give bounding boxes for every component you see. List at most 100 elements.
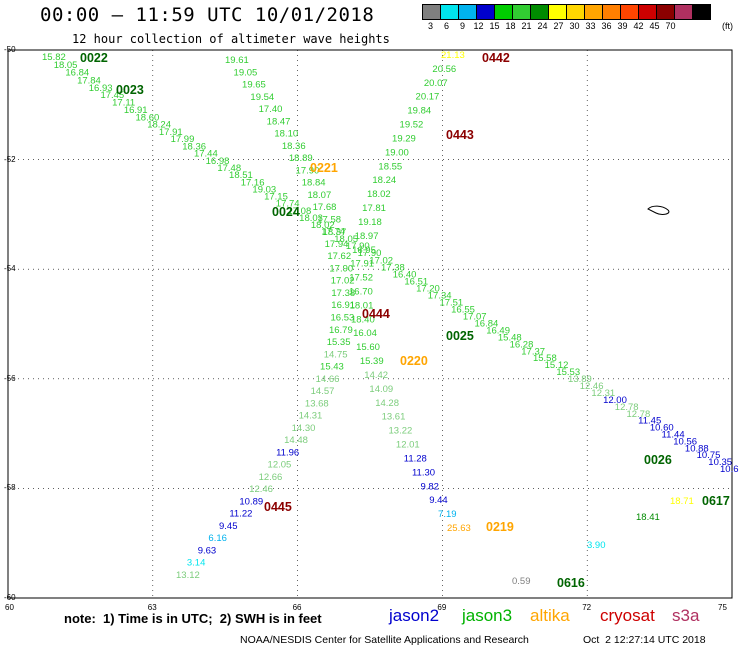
wave-height-value: 17.07 — [463, 311, 487, 322]
wave-height-value: 19.05 — [234, 67, 258, 78]
latitude-label: -54 — [4, 264, 16, 274]
track-values: 15.8218.0516.8417.8416.9317.4517.1116.91… — [42, 50, 739, 587]
wave-height-value: 13.89 — [568, 374, 592, 385]
color-swatch-label: 27 — [553, 21, 564, 31]
wave-height-value: 14.31 — [299, 411, 323, 422]
wave-height-value: 3.90 — [587, 540, 606, 551]
wave-height-value: 18.60 — [136, 112, 160, 123]
pass-time-label: 0024 — [272, 205, 300, 219]
wave-height-value: 20.56 — [432, 64, 456, 75]
color-swatch-label: 24 — [537, 21, 548, 31]
wave-height-value: 17.38 — [331, 288, 355, 299]
wave-height-value: 17.84 — [77, 75, 101, 86]
wave-height-value: 15.48 — [498, 332, 522, 343]
color-swatch-label: 70 — [665, 21, 676, 31]
wave-height-value: 16.91 — [124, 105, 148, 116]
wave-height-value: 16.93 — [89, 83, 113, 94]
generated-timestamp: Oct 2 12:27:14 UTC 2018 — [583, 634, 706, 646]
pass-time-label: 0023 — [116, 83, 144, 97]
wave-height-value: 12.00 — [603, 395, 627, 406]
wave-height-value: 3.14 — [187, 558, 206, 569]
legend-entry: jason2 — [389, 606, 440, 625]
wave-height-value: 16.04 — [353, 328, 377, 339]
wave-height-value: 19.29 — [392, 133, 416, 144]
wave-height-value: 18.97 — [355, 231, 379, 242]
wave-height-value: 17.99 — [171, 134, 195, 145]
wave-height-value: 14.75 — [324, 349, 348, 360]
latitude-label: -58 — [4, 483, 16, 493]
color-scale-unit: (ft) — [722, 21, 733, 31]
graticule — [8, 50, 732, 598]
credit-line: NOAA/NESDIS Center for Satellite Applica… — [240, 634, 529, 646]
wave-height-value: 18.55 — [378, 161, 402, 172]
pass-time-label: 0025 — [446, 329, 474, 343]
wave-height-value: 16.98 — [206, 156, 230, 167]
wave-height-value: 18.71 — [670, 496, 694, 507]
wave-height-value: 17.90 — [358, 248, 382, 259]
wave-height-value: 20.17 — [416, 92, 440, 103]
wave-height-value: 16.53 — [331, 313, 355, 324]
wave-height-value: 10.6 — [720, 464, 739, 475]
wave-height-value: 18.41 — [636, 512, 660, 523]
wave-height-value: 10.89 — [239, 496, 263, 507]
pass-time-label: 0616 — [557, 576, 585, 590]
wave-height-value: 16.28 — [510, 339, 534, 350]
color-swatch-label: 12 — [473, 21, 484, 31]
wave-height-value: 14.57 — [311, 386, 335, 397]
wave-height-value: 15.35 — [327, 337, 351, 348]
wave-height-value: 18.02 — [311, 220, 335, 231]
wave-height-value: 19.54 — [250, 92, 274, 103]
longitude-label: 75 — [718, 603, 727, 612]
wave-height-value: 15.53 — [556, 367, 580, 378]
wave-height-value: 16.79 — [329, 325, 353, 336]
wave-height-value: 18.05 — [54, 60, 78, 71]
pass-time-label: 0444 — [362, 307, 390, 321]
wave-height-value: 17.58 — [317, 214, 341, 225]
wave-height-value: 13.61 — [382, 412, 406, 423]
wave-height-value: 9.45 — [219, 521, 238, 532]
wave-height-value: 11.30 — [412, 467, 435, 478]
color-swatch-label: 21 — [521, 21, 532, 31]
wave-height-value: 12.31 — [591, 388, 615, 399]
wave-height-value: 13.22 — [389, 426, 413, 437]
wave-height-value: 17.68 — [313, 202, 337, 213]
latitude-label: -56 — [4, 373, 16, 383]
wave-height-value: 12.78 — [626, 409, 650, 420]
track-labels: 0022 0023 0024 0025 0026 0221 0220 0219 0442 0443… — [80, 51, 730, 590]
wave-height-value: 16.95 — [352, 245, 376, 256]
wave-height-value: 14.48 — [284, 435, 308, 446]
color-swatch-label: 45 — [649, 21, 660, 31]
wave-height-value: 17.34 — [428, 290, 452, 301]
wave-height-value: 18.02 — [367, 189, 391, 200]
latitude-label: -52 — [4, 154, 16, 164]
pass-time-label: 0221 — [310, 161, 338, 175]
wave-height-value: 18.03 — [299, 213, 323, 224]
wave-height-value: 17.52 — [349, 273, 373, 284]
longitude-label: 60 — [5, 603, 14, 612]
color-swatch-label: 33 — [585, 21, 596, 31]
wave-height-value: 19.18 — [358, 217, 382, 228]
wave-height-value: 19.00 — [385, 147, 409, 158]
wave-height-value: 18.01 — [350, 300, 374, 311]
pass-time-label: 0220 — [400, 354, 428, 368]
wave-height-value: 12.05 — [268, 460, 292, 471]
wave-height-value: 9.82 — [420, 481, 439, 492]
wave-height-value: 15.60 — [356, 342, 380, 353]
wave-height-value: 19.52 — [400, 120, 424, 131]
wave-height-value: 11.22 — [229, 509, 252, 520]
longitude-label: 69 — [437, 603, 447, 612]
wave-height-value: 18.24 — [372, 175, 396, 186]
wave-height-value: 0.59 — [512, 576, 531, 587]
pass-time-label: 0442 — [482, 51, 510, 65]
wave-height-value: 17.44 — [194, 149, 218, 160]
color-swatch-label: 9 — [459, 21, 465, 31]
wave-height-value: 12.46 — [580, 381, 604, 392]
wave-height-value: 17.91 — [350, 259, 374, 270]
wave-height-value: 18.89 — [289, 153, 313, 164]
wave-height-value: 10.60 — [650, 423, 674, 434]
color-swatch-label: 39 — [617, 21, 628, 31]
wave-height-value: 17.20 — [416, 283, 440, 294]
wave-height-value: 16.84 — [65, 68, 89, 79]
wave-height-value: 13.68 — [305, 398, 329, 409]
